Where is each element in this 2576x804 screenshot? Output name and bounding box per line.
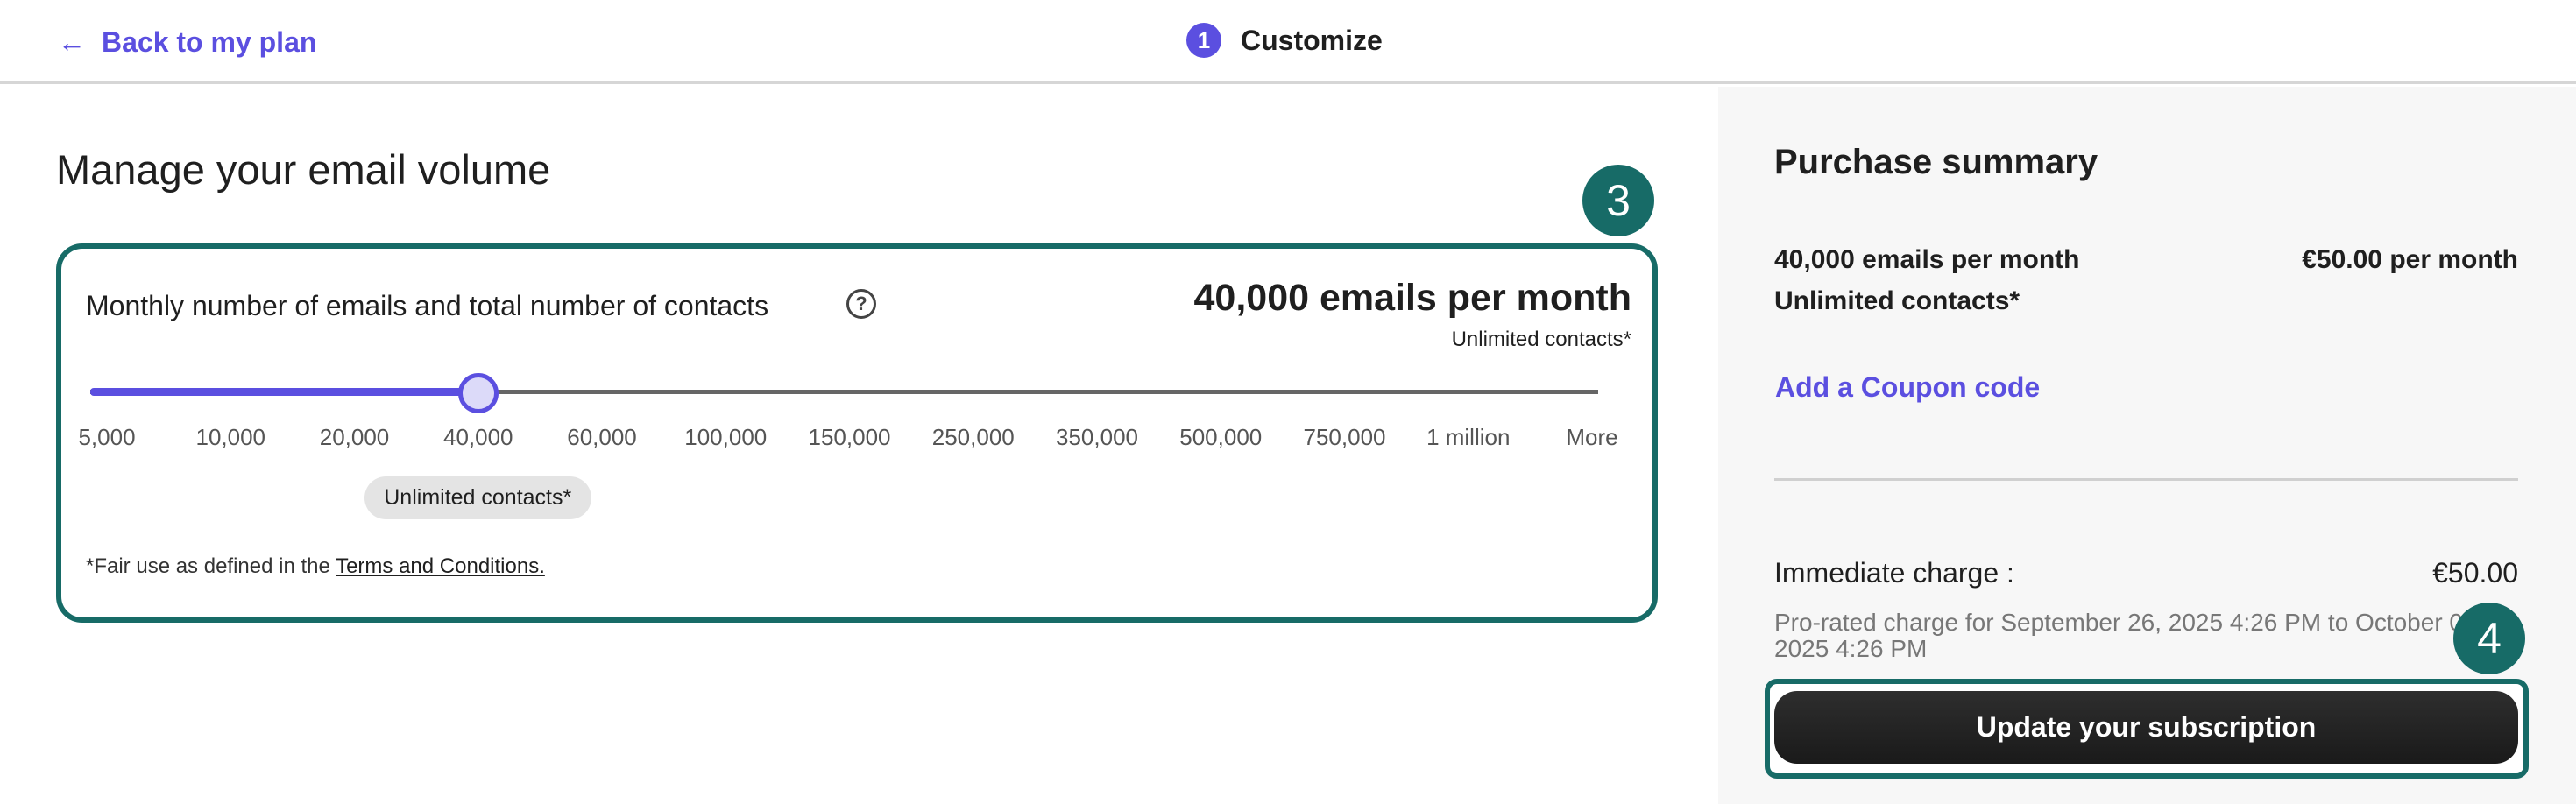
help-icon[interactable]: ? <box>846 289 876 319</box>
step-number: 1 <box>1186 23 1221 58</box>
summary-item-volume: 40,000 emails per month <box>1774 245 2080 274</box>
update-subscription-button[interactable]: Update your subscription <box>1774 691 2518 764</box>
back-to-plan-link[interactable]: ← Back to my plan <box>58 26 316 59</box>
contacts-pill: Unlimited contacts* <box>364 476 591 519</box>
tick-label[interactable]: 40,000 <box>442 424 513 450</box>
slider-fill <box>90 388 478 396</box>
tick-label[interactable]: 1 million <box>1426 424 1511 450</box>
tick-label[interactable]: 250,000 <box>931 424 1015 450</box>
tick-label[interactable]: 350,000 <box>1056 424 1138 450</box>
back-label: Back to my plan <box>102 26 317 58</box>
tick-label[interactable]: 150,000 <box>808 424 891 450</box>
tick-label[interactable]: 100,000 <box>684 424 768 450</box>
slider-label: Monthly number of emails and total numbe… <box>86 290 769 321</box>
summary-item-contacts: Unlimited contacts* <box>1774 286 2020 315</box>
page-title: Manage your email volume <box>56 146 551 193</box>
immediate-charge-label: Immediate charge : <box>1774 557 2014 589</box>
prorated-note: Pro-rated charge for September 26, 2025 … <box>1774 609 2484 662</box>
selected-volume: 40,000 emails per month <box>1193 277 1632 319</box>
terms-link[interactable]: Terms and Conditions. <box>336 554 545 578</box>
tick-label[interactable]: 10,000 <box>195 424 266 450</box>
step-indicator: 1 Customize <box>1186 23 1383 58</box>
immediate-charge-value: €50.00 <box>2432 557 2518 589</box>
footnote-text: *Fair use as defined in the <box>86 554 336 578</box>
arrow-left-icon: ← <box>58 26 86 58</box>
slider-thumb[interactable] <box>457 373 499 413</box>
tick-label[interactable]: 20,000 <box>319 424 390 450</box>
tick-label[interactable]: More <box>1566 424 1618 450</box>
footnote: *Fair use as defined in the Terms and Co… <box>86 554 545 579</box>
tick-label[interactable]: 60,000 <box>567 424 637 450</box>
add-coupon-link[interactable]: Add a Coupon code <box>1775 371 2041 403</box>
selected-contacts: Unlimited contacts* <box>1451 328 1631 351</box>
annotation-badge-4: 4 <box>2453 603 2525 674</box>
divider <box>1774 478 2518 481</box>
annotation-badge-3: 3 <box>1582 165 1654 236</box>
slider-track[interactable] <box>90 390 1598 394</box>
summary-price: €50.00 per month <box>2302 245 2518 274</box>
step-label: Customize <box>1241 24 1383 56</box>
tick-label[interactable]: 750,000 <box>1303 424 1386 450</box>
top-bar: ← Back to my plan 1 Customize <box>0 0 2576 84</box>
tick-label[interactable]: 500,000 <box>1179 424 1263 450</box>
summary-title: Purchase summary <box>1774 143 2098 181</box>
tick-label[interactable]: 5,000 <box>78 424 136 450</box>
